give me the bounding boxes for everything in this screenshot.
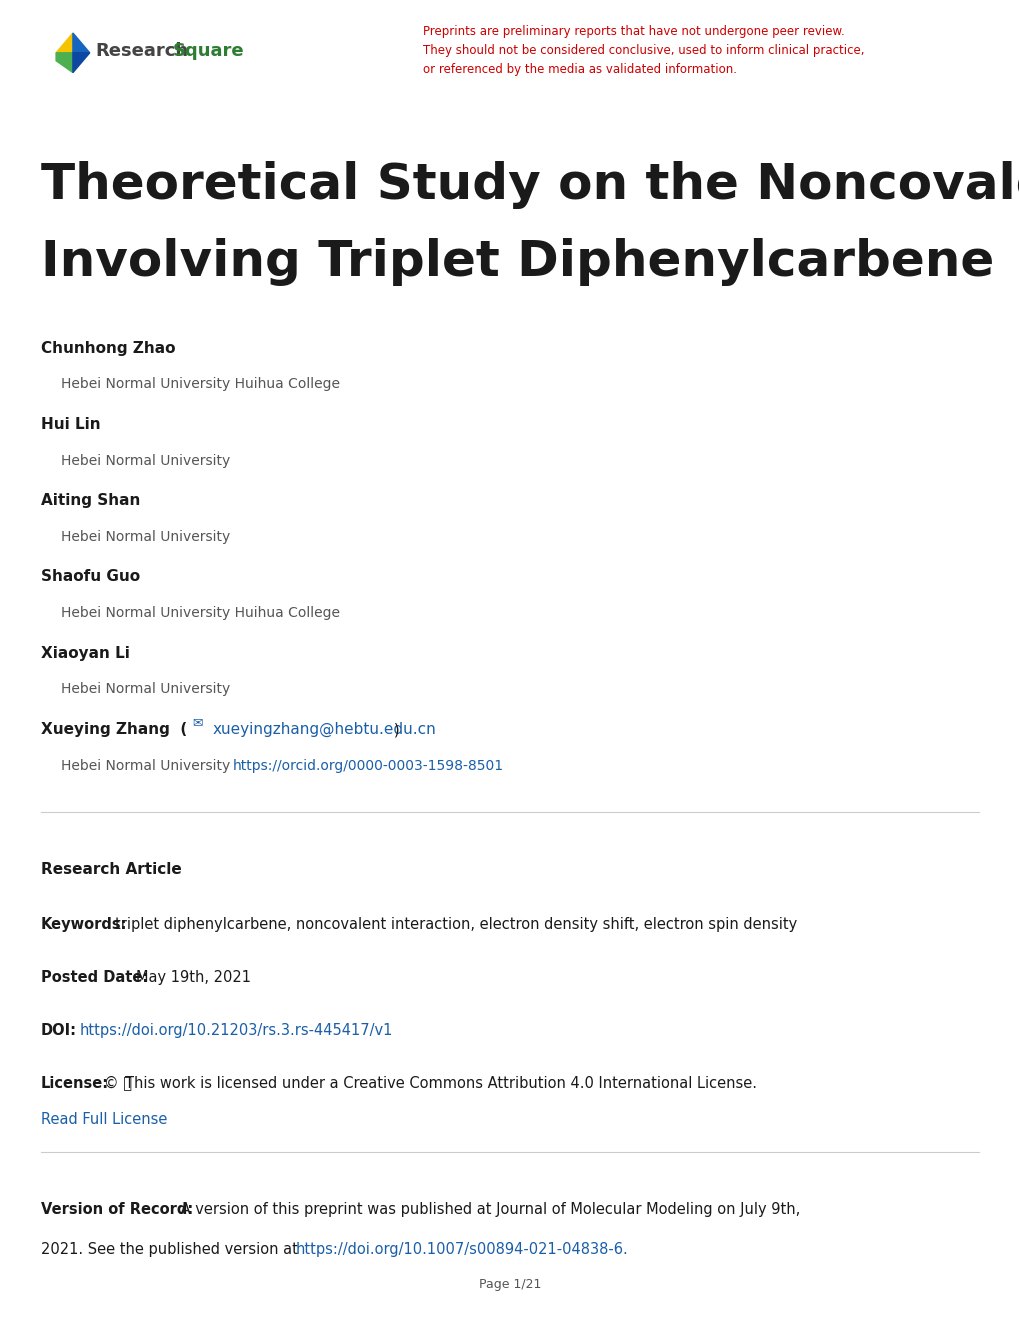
Text: Research Article: Research Article: [41, 862, 181, 876]
Text: This work is licensed under a Creative Commons Attribution 4.0 International Lic: This work is licensed under a Creative C…: [125, 1076, 757, 1090]
Text: Keywords:: Keywords:: [41, 917, 127, 932]
Text: Square: Square: [172, 42, 245, 59]
Text: Hebei Normal University: Hebei Normal University: [61, 759, 230, 772]
Text: A version of this preprint was published at Journal of Molecular Modeling on Jul: A version of this preprint was published…: [176, 1203, 800, 1217]
Text: Preprints are preliminary reports that have not undergone peer review.
They shou: Preprints are preliminary reports that h…: [423, 25, 864, 77]
Text: Chunhong Zhao: Chunhong Zhao: [41, 341, 175, 355]
Text: Shaofu Guo: Shaofu Guo: [41, 569, 140, 585]
Text: Involving Triplet Diphenylcarbene: Involving Triplet Diphenylcarbene: [41, 238, 994, 285]
Text: Posted Date:: Posted Date:: [41, 970, 148, 985]
Text: Hui Lin: Hui Lin: [41, 417, 100, 432]
Text: ✉: ✉: [192, 717, 202, 730]
Text: ): ): [388, 722, 399, 737]
Text: 2021. See the published version at: 2021. See the published version at: [41, 1242, 302, 1257]
Text: Hebei Normal University Huihua College: Hebei Normal University Huihua College: [61, 378, 340, 391]
Text: Research: Research: [95, 42, 189, 59]
Text: Hebei Normal University: Hebei Normal University: [61, 454, 230, 467]
Text: Hebei Normal University: Hebei Normal University: [61, 529, 230, 544]
Text: Xiaoyan Li: Xiaoyan Li: [41, 645, 129, 661]
Text: May 19th, 2021: May 19th, 2021: [136, 970, 251, 985]
Text: Page 1/21: Page 1/21: [478, 1278, 541, 1291]
Text: https://doi.org/10.1007/s00894-021-04838-6.: https://doi.org/10.1007/s00894-021-04838…: [296, 1242, 628, 1257]
Polygon shape: [73, 33, 90, 53]
Text: https://orcid.org/0000-0003-1598-8501: https://orcid.org/0000-0003-1598-8501: [232, 759, 503, 772]
Text: triplet diphenylcarbene, noncovalent interaction, electron density shift, electr: triplet diphenylcarbene, noncovalent int…: [115, 917, 797, 932]
Text: Hebei Normal University: Hebei Normal University: [61, 682, 230, 697]
Text: Xueying Zhang  (: Xueying Zhang (: [41, 722, 186, 737]
Polygon shape: [56, 33, 73, 53]
Text: License:: License:: [41, 1076, 109, 1090]
Text: https://doi.org/10.21203/rs.3.rs-445417/v1: https://doi.org/10.21203/rs.3.rs-445417/…: [79, 1023, 392, 1038]
Text: Hebei Normal University Huihua College: Hebei Normal University Huihua College: [61, 606, 340, 620]
Text: Read Full License: Read Full License: [41, 1113, 167, 1127]
Text: xueyingzhang@hebtu.edu.cn: xueyingzhang@hebtu.edu.cn: [212, 722, 435, 738]
Polygon shape: [73, 53, 90, 73]
Text: Aiting Shan: Aiting Shan: [41, 494, 140, 508]
Text: Version of Record:: Version of Record:: [41, 1203, 193, 1217]
Text: DOI:: DOI:: [41, 1023, 76, 1038]
Polygon shape: [56, 53, 73, 73]
Text: Theoretical Study on the Noncovalent Interactions: Theoretical Study on the Noncovalent Int…: [41, 161, 1019, 209]
Text: © ⓘ: © ⓘ: [104, 1076, 131, 1090]
